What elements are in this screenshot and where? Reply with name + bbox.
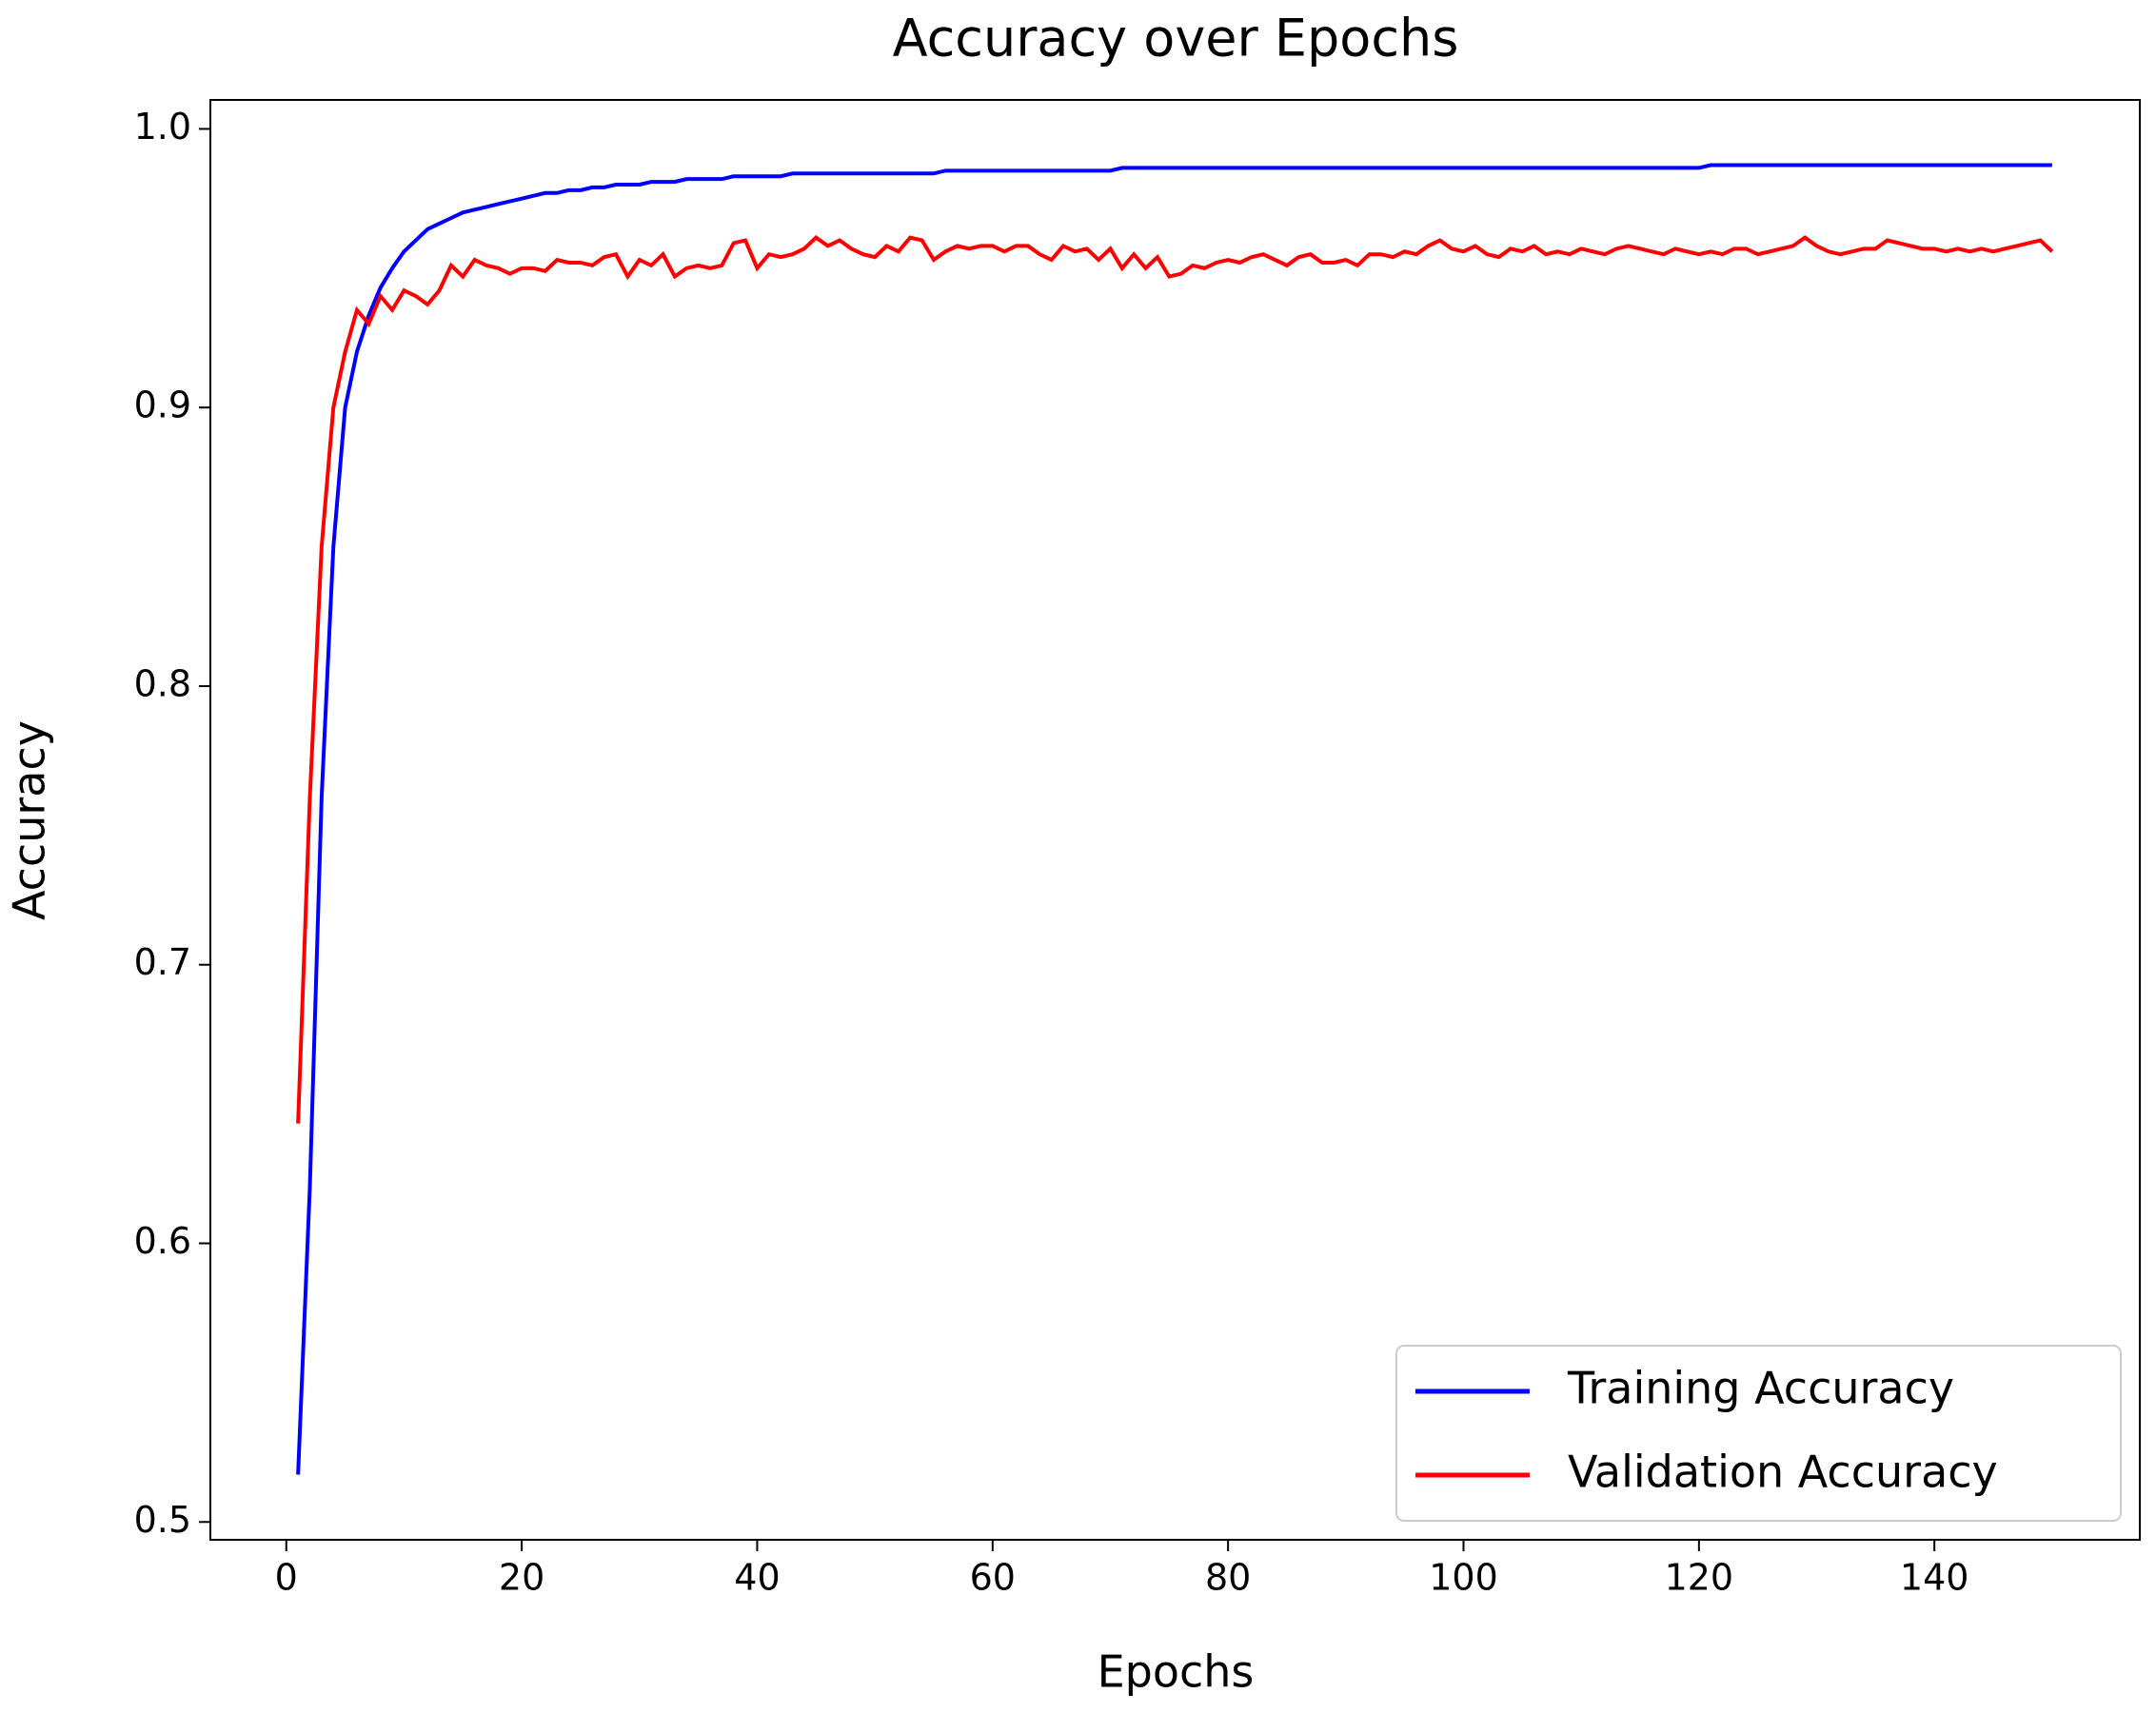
- plot-frame: [209, 99, 2141, 1541]
- y-tick-label: 0.6: [134, 1220, 191, 1262]
- chart-title: Accuracy over Epochs: [893, 9, 1459, 69]
- y-tick-label: 0.8: [134, 662, 191, 704]
- legend-label: Training Accuracy: [1567, 1363, 1954, 1414]
- x-tick-label: 20: [499, 1557, 544, 1599]
- x-tick-label: 60: [970, 1557, 1016, 1599]
- x-tick-label: 40: [734, 1557, 780, 1599]
- x-tick-label: 0: [275, 1557, 298, 1599]
- x-tick-label: 100: [1429, 1557, 1498, 1599]
- x-axis-label: Epochs: [1098, 1646, 1255, 1698]
- y-axis-label: Accuracy: [4, 720, 55, 920]
- x-tick-label: 80: [1205, 1557, 1251, 1599]
- y-tick-label: 0.9: [134, 384, 191, 426]
- y-tick-label: 0.5: [134, 1499, 191, 1541]
- data-line: [296, 163, 2052, 1475]
- data-line: [296, 235, 2054, 1124]
- y-tick-label: 0.7: [134, 941, 191, 983]
- legend-box: [1395, 1345, 2122, 1522]
- x-tick-label: 140: [1900, 1557, 1969, 1599]
- x-tick-label: 120: [1665, 1557, 1734, 1599]
- y-tick-label: 1.0: [134, 106, 191, 148]
- legend-label: Validation Accuracy: [1568, 1447, 1998, 1498]
